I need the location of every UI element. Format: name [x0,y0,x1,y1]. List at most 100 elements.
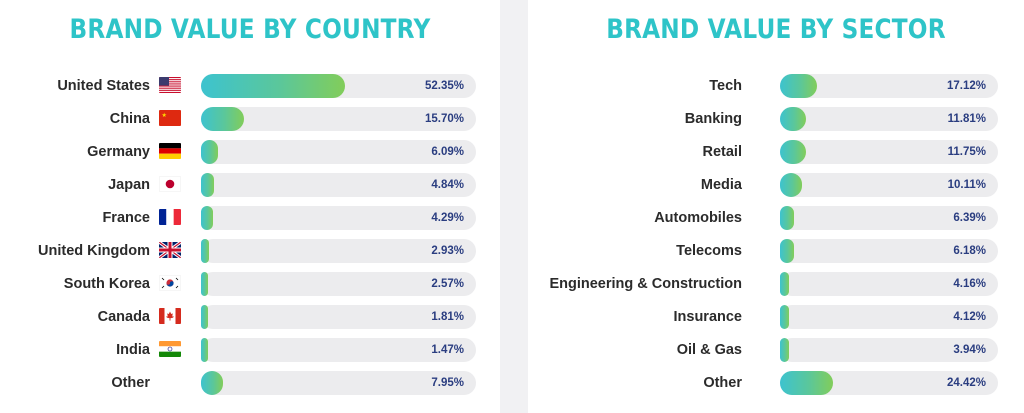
category-label: Tech [709,78,742,94]
category-label: Telecoms [676,243,742,259]
bar-row-retail: Retail 11.75% [528,140,1024,164]
bar-row-insurance: Insurance 4.12% [528,305,1024,329]
flag-jp-icon [159,176,181,192]
bar-track: 11.81% [780,107,998,131]
value-label: 7.95% [431,377,464,389]
bar-row-engineering-and-construction: Engineering & Construction 4.16% [528,272,1024,296]
bar-track: 6.09% [201,140,476,164]
bar [201,371,223,395]
category-label: Banking [684,111,742,127]
bar-row-tech: Tech 17.12% [528,74,1024,98]
bar [780,74,818,98]
category-label: United States [57,78,150,94]
category-label: Other [703,375,742,391]
category-label: Engineering & Construction [549,276,742,292]
flag-de-icon [159,143,181,159]
bar-row-canada: Canada 1.81% [0,305,500,329]
value-label: 1.47% [431,344,464,356]
bar-track: 2.57% [201,272,476,296]
category-label: Insurance [673,309,743,325]
bar-track: 24.42% [780,371,998,395]
bar-row-france: France 4.29% [0,206,500,230]
value-label: 11.75% [947,146,986,158]
bar-track: 4.84% [201,173,476,197]
bar [201,173,215,197]
bar-track: 1.81% [201,305,476,329]
bar [201,272,209,296]
value-label: 11.81% [947,113,986,125]
bar-row-united-kingdom: United Kingdom 2.93% [0,239,500,263]
bar [780,107,806,131]
value-label: 15.70% [424,113,464,125]
bar-row-media: Media 10.11% [528,173,1024,197]
bar-row-automobiles: Automobiles 6.39% [528,206,1024,230]
flag-ca-icon [159,308,181,324]
bar [780,338,789,362]
category-label: Media [700,177,742,193]
value-label: 6.09% [431,146,464,158]
sector-chart: BRAND VALUE BY SECTOR Tech 17.12% Banking 1… [528,0,1024,413]
bar-row-japan: Japan 4.84% [0,173,500,197]
svg-text:★: ★ [162,112,167,119]
value-label: 2.57% [431,278,464,290]
country-chart: BRAND VALUE BY COUNTRY United States 52.3… [0,0,500,413]
bar-row-china: China ★ 15.70% [0,107,500,131]
bar [201,107,245,131]
bar-row-telecoms: Telecoms 6.18% [528,239,1024,263]
bar-row-south-korea: South Korea 2.57% [0,272,500,296]
category-label: Automobiles [654,210,742,226]
bar-row-other: Other 7.95% [0,371,500,395]
bar [201,338,208,362]
bar-row-united-states: United States 52.35% [0,74,500,98]
bar-row-banking: Banking 11.81% [528,107,1024,131]
chart-title: BRAND VALUE BY SECTOR [606,14,946,45]
bar-track: 1.47% [201,338,476,362]
bar-track: 6.39% [780,206,998,230]
bar-track: 7.95% [201,371,476,395]
bar-track: 4.29% [201,206,476,230]
bar-track: 10.11% [780,173,998,197]
bar-row-other: Other 24.42% [528,371,1024,395]
value-label: 3.94% [953,344,986,356]
value-label: 17.12% [946,80,986,92]
bar-track: 11.75% [780,140,998,164]
bar [780,272,790,296]
bar-track: 3.94% [780,338,998,362]
value-label: 52.35% [424,80,464,92]
bar-track: 17.12% [780,74,998,98]
value-label: 2.93% [431,245,464,257]
bar-track: 52.35% [201,74,476,98]
category-label: France [102,210,150,226]
bar [780,140,806,164]
bar [201,140,218,164]
category-label: Canada [97,309,150,325]
value-label: 4.16% [953,278,986,290]
bar [201,239,210,263]
bar-track: 2.93% [201,239,476,263]
bar [780,305,789,329]
bar-row-india: India 1.47% [0,338,500,362]
flag-in-icon [159,341,181,357]
panel-divider [500,0,528,413]
bar-row-oil-and-gas: Oil & Gas 3.94% [528,338,1024,362]
bar-track: 15.70% [201,107,476,131]
category-label: Other [111,375,150,391]
bar-track: 6.18% [780,239,998,263]
bar [780,371,834,395]
chart-title: BRAND VALUE BY COUNTRY [69,14,431,45]
category-label: Japan [108,177,150,193]
value-label: 6.18% [953,245,986,257]
flag-kr-icon [159,275,181,291]
value-label: 1.81% [431,311,464,323]
value-label: 24.42% [946,377,986,389]
category-label: Germany [87,144,150,160]
value-label: 4.29% [431,212,464,224]
flag-us-icon [159,77,181,93]
bar [780,239,794,263]
category-label: India [116,342,150,358]
flag-gb-icon [159,242,181,258]
category-label: Retail [702,144,743,160]
bar [201,74,345,98]
bar [201,206,213,230]
bar [780,173,802,197]
